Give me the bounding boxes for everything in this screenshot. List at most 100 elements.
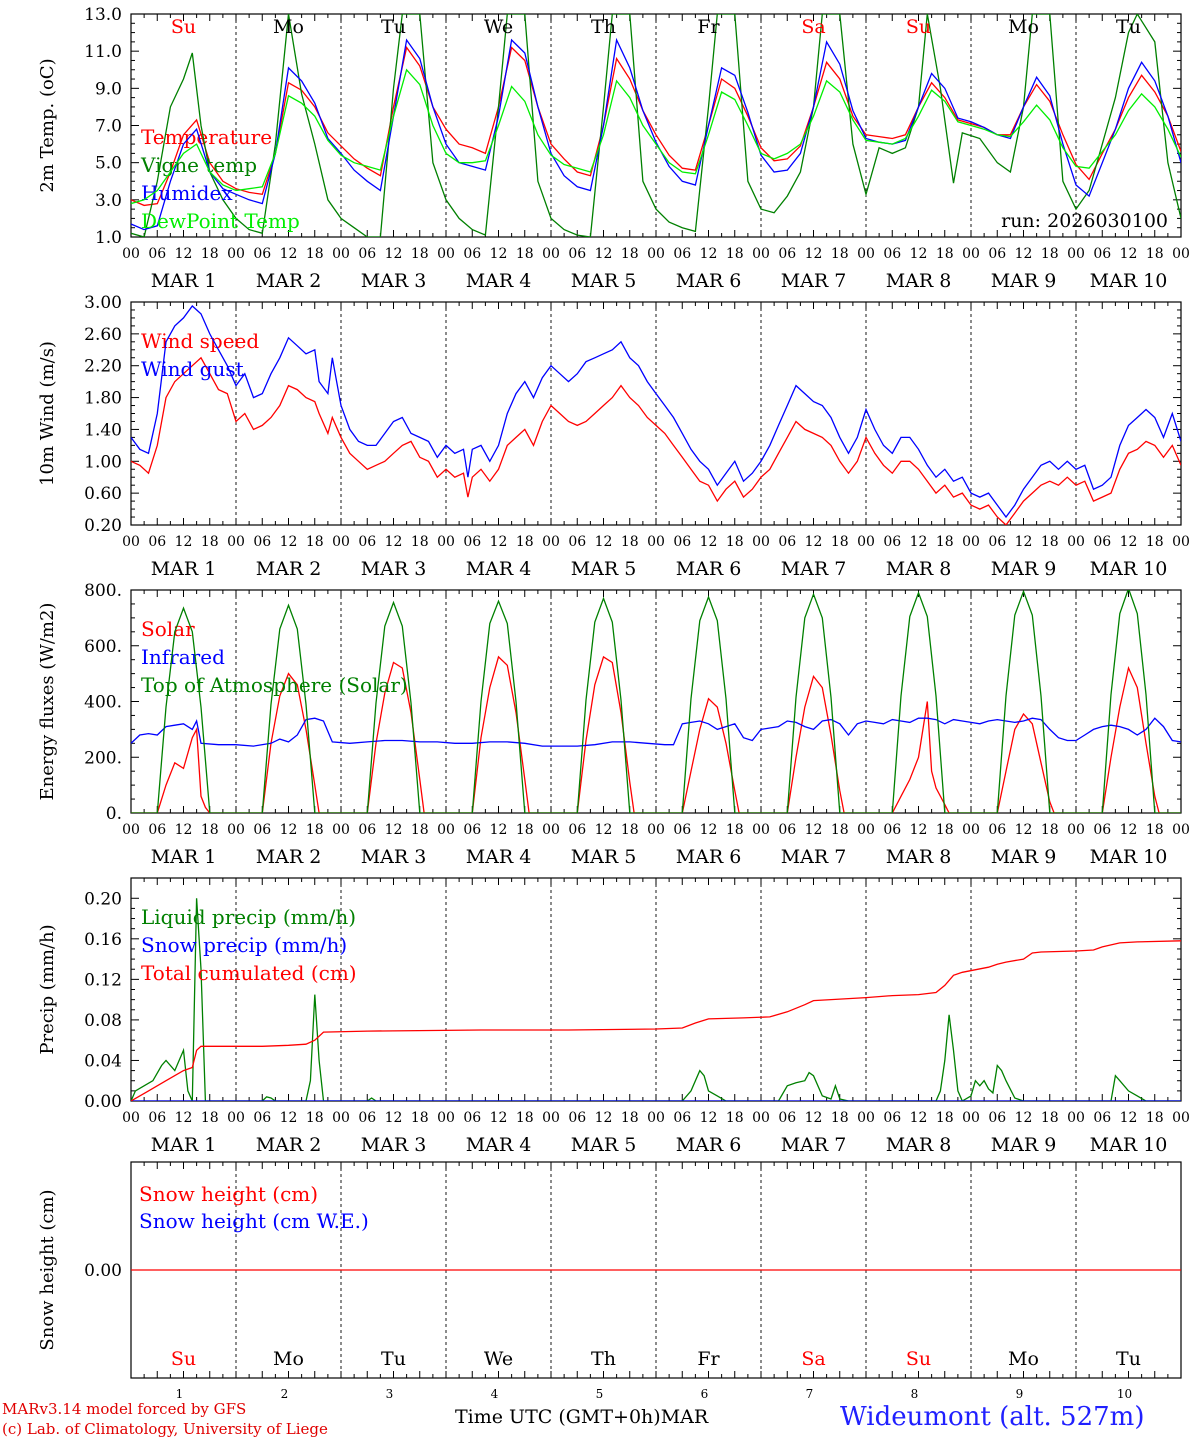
y-tick-label: 200. — [84, 748, 122, 768]
y-tick-label: 11.0 — [84, 42, 122, 62]
hour-tick-label: 12 — [490, 534, 508, 550]
legend-entry: Snow height (cm W.E.) — [139, 1209, 369, 1233]
hour-tick-label: 12 — [805, 822, 823, 838]
hour-tick-label: 12 — [1120, 534, 1138, 550]
hour-tick-label: 18 — [411, 534, 429, 550]
hour-tick-label: 18 — [936, 246, 954, 262]
hour-tick-label: 00 — [857, 246, 875, 262]
series-line-wind-gust — [131, 305, 1181, 519]
hour-tick-label: 06 — [883, 534, 901, 550]
hour-tick-label: 00 — [122, 246, 140, 262]
hour-tick-label: 12 — [700, 534, 718, 550]
hour-tick-label: 06 — [673, 1110, 691, 1126]
hour-tick-label: 00 — [1067, 1110, 1085, 1126]
day-number: 4 — [491, 1387, 499, 1401]
station-name: Wideumont (alt. 527m) — [840, 1402, 1145, 1432]
hour-tick-label: 12 — [595, 822, 613, 838]
hour-tick-label: 18 — [1041, 822, 1059, 838]
hour-tick-label: 06 — [778, 246, 796, 262]
day-label-top: Mo — [273, 16, 304, 38]
legend-entry: Vigne temp — [140, 153, 257, 177]
y-tick-label: 800. — [84, 581, 122, 601]
hour-tick-label: 18 — [411, 822, 429, 838]
day-label-bottom: We — [484, 1348, 513, 1370]
hour-tick-label: 06 — [778, 534, 796, 550]
plot-frame — [130, 13, 1182, 238]
copyright-credit: (c) Lab. of Climatology, University of L… — [2, 1420, 328, 1438]
y-tick-label: 0.00 — [84, 1261, 122, 1281]
legend-entry: Snow precip (mm/h) — [141, 933, 347, 957]
hour-tick-label: 18 — [831, 1110, 849, 1126]
hour-tick-label: 12 — [280, 822, 298, 838]
legend-entry: Wind gust — [141, 357, 244, 381]
hour-tick-label: 18 — [516, 822, 534, 838]
date-label: MAR 1 — [151, 1134, 217, 1156]
hour-tick-label: 00 — [857, 534, 875, 550]
legend-entry: Humidex — [141, 181, 233, 205]
model-credit: MARv3.14 model forced by GFS — [2, 1400, 247, 1418]
hour-tick-label: 06 — [1093, 534, 1111, 550]
date-label: MAR 9 — [991, 846, 1057, 868]
run-annotation: run: 2026030100 — [1001, 210, 1168, 232]
hour-tick-label: 12 — [490, 822, 508, 838]
plot-frame — [130, 301, 1182, 526]
hour-tick-label: 12 — [385, 822, 403, 838]
hour-tick-label: 12 — [385, 246, 403, 262]
date-label: MAR 4 — [466, 846, 532, 868]
hour-tick-label: 00 — [332, 1110, 350, 1126]
hour-tick-label: 06 — [883, 246, 901, 262]
y-axis-label: 10m Wind (m/s) — [37, 341, 58, 486]
legend-entry: Liquid precip (mm/h) — [141, 905, 356, 929]
hour-tick-label: 00 — [542, 822, 560, 838]
day-label-bottom: Su — [906, 1348, 931, 1370]
hour-tick-label: 18 — [516, 246, 534, 262]
date-label: MAR 4 — [466, 270, 532, 292]
date-label: MAR 4 — [466, 558, 532, 580]
hour-tick-label: 00 — [647, 822, 665, 838]
hour-tick-label: 00 — [647, 1110, 665, 1126]
hour-tick-label: 12 — [595, 534, 613, 550]
day-label-top: We — [484, 16, 513, 38]
date-label: MAR 9 — [991, 1134, 1057, 1156]
hour-tick-label: 06 — [358, 822, 376, 838]
hour-tick-label: 18 — [306, 246, 324, 262]
day-label-bottom: Su — [171, 1348, 196, 1370]
hour-tick-label: 06 — [253, 246, 271, 262]
hour-tick-label: 00 — [542, 534, 560, 550]
hour-tick-label: 06 — [568, 1110, 586, 1126]
hour-tick-label: 18 — [936, 822, 954, 838]
day-label-bottom: Mo — [273, 1348, 304, 1370]
y-tick-label: 3.0 — [95, 191, 122, 211]
y-tick-label: 0.16 — [84, 930, 122, 950]
hour-tick-label: 06 — [463, 246, 481, 262]
y-tick-label: 0.12 — [84, 970, 122, 990]
series-line-temperature — [131, 45, 1181, 207]
hour-tick-label: 18 — [201, 1110, 219, 1126]
hour-tick-label: 12 — [910, 534, 928, 550]
hour-tick-label: 18 — [1146, 246, 1164, 262]
hour-tick-label: 06 — [778, 822, 796, 838]
hour-tick-label: 12 — [175, 1110, 193, 1126]
y-tick-label: 0.08 — [84, 1011, 122, 1031]
hour-tick-label: 06 — [148, 246, 166, 262]
hour-tick-label: 12 — [595, 1110, 613, 1126]
date-label: MAR 8 — [886, 558, 952, 580]
legend-entry: Temperature — [141, 125, 272, 149]
hour-tick-label: 18 — [621, 246, 639, 262]
hour-tick-label: 18 — [1146, 822, 1164, 838]
time-axis-text: Time UTC (GMT+0h) — [455, 1406, 661, 1428]
hour-tick-label: 00 — [1067, 534, 1085, 550]
day-label-top: Su — [906, 16, 931, 38]
hour-tick-label: 06 — [883, 822, 901, 838]
day-label-top: Sa — [801, 16, 825, 38]
hour-tick-label: 00 — [227, 822, 245, 838]
hour-tick-label: 12 — [595, 246, 613, 262]
y-tick-label: 0. — [106, 804, 122, 824]
hour-tick-label: 18 — [936, 534, 954, 550]
hour-tick-label: 18 — [1041, 534, 1059, 550]
hour-tick-label: 00 — [332, 822, 350, 838]
hour-tick-label: 06 — [673, 822, 691, 838]
hour-tick-label: 06 — [1093, 822, 1111, 838]
series-line-solar — [131, 655, 1181, 813]
hour-tick-label: 18 — [201, 534, 219, 550]
